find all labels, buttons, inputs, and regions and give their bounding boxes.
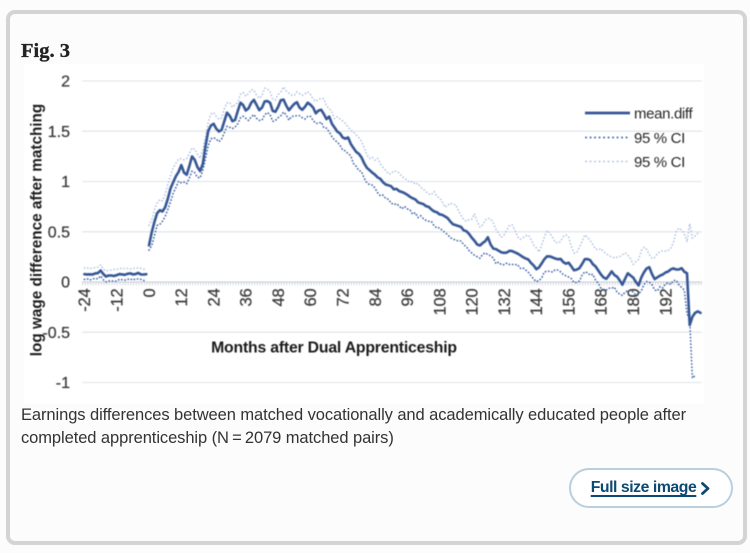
svg-text:120: 120: [464, 288, 482, 315]
svg-text:60: 60: [302, 288, 320, 306]
svg-text:12: 12: [173, 288, 191, 306]
svg-text:log wage difference after matc: log wage difference after matching: [29, 104, 46, 356]
svg-text:-1: -1: [56, 375, 70, 392]
svg-text:24: 24: [205, 288, 223, 306]
svg-text:mean.diff: mean.diff: [634, 106, 693, 123]
svg-text:168: 168: [593, 288, 611, 315]
svg-text:192: 192: [657, 288, 675, 315]
svg-text:108: 108: [431, 288, 449, 315]
svg-text:-0.5: -0.5: [42, 325, 70, 342]
svg-text:-24: -24: [76, 288, 94, 311]
svg-text:144: 144: [528, 288, 546, 315]
svg-text:132: 132: [496, 288, 514, 315]
svg-text:-12: -12: [108, 288, 126, 311]
svg-text:36: 36: [238, 288, 256, 306]
svg-text:Months after Dual Apprenticesh: Months after Dual Apprenticeship: [211, 340, 457, 357]
svg-text:95 % CI: 95 % CI: [634, 130, 685, 147]
svg-text:0.5: 0.5: [48, 224, 70, 241]
svg-text:2: 2: [61, 74, 70, 91]
svg-text:180: 180: [625, 288, 643, 315]
svg-text:1: 1: [61, 174, 70, 191]
svg-text:96: 96: [399, 288, 417, 306]
svg-text:48: 48: [270, 288, 288, 306]
svg-text:72: 72: [334, 288, 352, 306]
svg-text:156: 156: [560, 288, 578, 315]
svg-text:0: 0: [61, 275, 70, 292]
svg-text:95 % CI: 95 % CI: [634, 154, 685, 171]
svg-text:1.5: 1.5: [48, 124, 70, 141]
svg-text:0: 0: [141, 288, 159, 297]
svg-text:84: 84: [367, 288, 385, 306]
